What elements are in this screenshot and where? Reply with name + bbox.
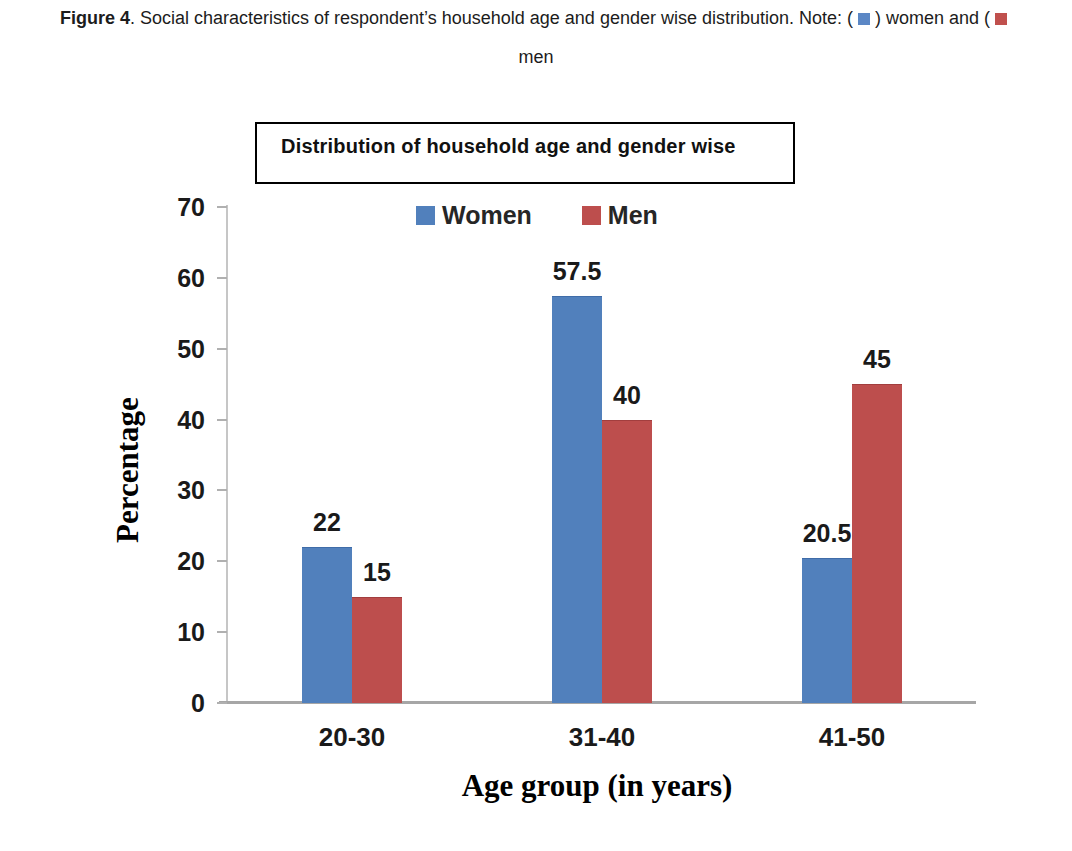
y-tick-mark <box>217 702 227 704</box>
y-tick-mark <box>217 348 227 350</box>
data-label-men-20-30: 15 <box>317 557 437 587</box>
bar-women-41-50 <box>802 558 852 703</box>
y-tick-mark <box>217 560 227 562</box>
x-category-label-41-50: 41-50 <box>772 722 932 753</box>
data-label-women-31-40: 57.5 <box>517 256 637 286</box>
x-category-label-20-30: 20-30 <box>272 722 432 753</box>
y-tick-label: 60 <box>110 263 205 293</box>
y-tick-label: 0 <box>110 688 205 718</box>
y-tick-mark <box>217 631 227 633</box>
data-label-men-41-50: 45 <box>817 344 937 374</box>
y-tick-mark <box>217 489 227 491</box>
y-axis-line <box>226 205 228 703</box>
bar-men-20-30 <box>352 597 402 703</box>
bar-women-31-40 <box>552 296 602 703</box>
bar-men-41-50 <box>852 384 902 703</box>
y-tick-label: 20 <box>110 546 205 576</box>
y-tick-label: 10 <box>110 617 205 647</box>
y-tick-mark <box>217 277 227 279</box>
y-tick-label: 50 <box>110 334 205 364</box>
data-label-women-20-30: 22 <box>267 507 387 537</box>
y-tick-mark <box>217 206 227 208</box>
figure-page: Figure 4. Social characteristics of resp… <box>0 0 1072 851</box>
y-tick-label: 30 <box>110 475 205 505</box>
bar-men-31-40 <box>602 420 652 703</box>
data-label-men-31-40: 40 <box>567 380 687 410</box>
y-tick-mark <box>217 419 227 421</box>
x-category-label-31-40: 31-40 <box>522 722 682 753</box>
y-tick-label: 40 <box>110 405 205 435</box>
bar-chart-plot-area: 0102030405060702257.520.515404520-3031-4… <box>0 0 1072 851</box>
y-tick-label: 70 <box>110 192 205 222</box>
